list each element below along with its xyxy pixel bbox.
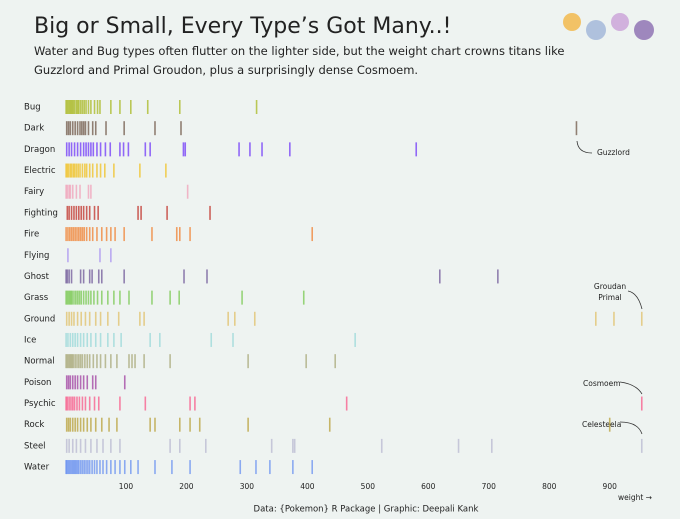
x-tick-label: 700	[482, 482, 497, 491]
y-tick-label: Fairy	[24, 187, 44, 197]
y-tick-label: Ice	[24, 335, 36, 345]
x-tick-label: 400	[300, 482, 315, 491]
chart-subtitle: Water and Bug types often flutter on the…	[34, 44, 565, 77]
x-tick-label: 500	[361, 482, 376, 491]
y-tick-label: Rock	[24, 420, 44, 430]
x-axis-label: weight →	[618, 493, 652, 502]
y-tick-label: Bug	[24, 103, 41, 113]
annotation: Cosmoem	[583, 379, 621, 388]
x-tick-label: 800	[542, 482, 557, 491]
x-tick-label: 600	[421, 482, 436, 491]
y-tick-label: Water	[24, 463, 50, 473]
annotation: Celesteela	[582, 420, 621, 429]
y-tick-label: Ground	[24, 314, 55, 324]
decoration	[563, 13, 654, 40]
y-tick-label: Fighting	[24, 208, 58, 218]
icon	[563, 13, 581, 31]
annotation: Guzzlord	[597, 148, 630, 157]
caption: Data: {Pokemon} R Package | Graphic: Dee…	[254, 505, 479, 515]
y-tick-label: Poison	[24, 378, 51, 388]
annotation: Primal	[598, 293, 622, 302]
icon	[634, 20, 654, 40]
y-tick-label: Grass	[24, 293, 49, 303]
icon	[586, 20, 606, 40]
annotation-arrows	[576, 140, 643, 435]
arrow	[619, 421, 643, 435]
y-tick-label: Normal	[24, 357, 55, 367]
subtitle-box: Water and Bug types often flutter on the…	[34, 44, 565, 77]
annotation: Groudan	[594, 282, 626, 291]
arrow	[619, 381, 643, 395]
x-tick-label: 300	[240, 482, 255, 491]
y-tick-label: Psychic	[24, 399, 56, 409]
icon	[611, 13, 629, 31]
y-tick-label: Electric	[24, 166, 56, 176]
y-tick-label: Fire	[24, 230, 39, 240]
x-tick-label: 100	[119, 482, 134, 491]
arrow	[627, 290, 643, 310]
chart-title: Big or Small, Every Type’s Got Many..!	[34, 14, 451, 39]
y-tick-label: Dragon	[24, 145, 55, 155]
y-tick-label: Dark	[24, 124, 44, 134]
x-tick-label: 200	[179, 482, 194, 491]
y-tick-label: Ghost	[24, 272, 50, 282]
y-tick-label: Steel	[24, 441, 46, 451]
y-tick-label: Flying	[24, 251, 49, 261]
arrow	[576, 140, 593, 154]
x-tick-label: 900	[603, 482, 618, 491]
